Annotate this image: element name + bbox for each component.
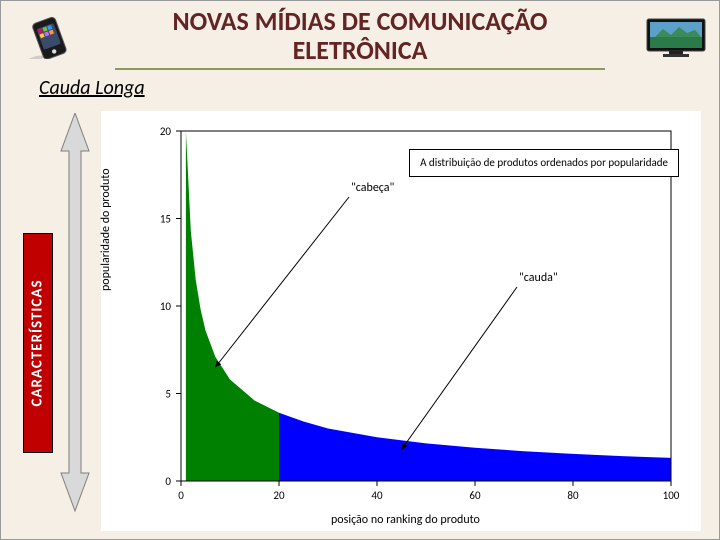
svg-text:20: 20 bbox=[160, 125, 172, 138]
phone-icon bbox=[17, 15, 83, 59]
svg-text:20: 20 bbox=[273, 489, 285, 502]
side-label-text: CARACTERÍSTICAS bbox=[29, 279, 47, 406]
chart-legend: A distribuição de produtos ordenados por… bbox=[409, 149, 679, 177]
title-line1: NOVAS MÍDIAS DE COMUNICAÇÃO bbox=[173, 5, 548, 37]
svg-text:0: 0 bbox=[165, 475, 171, 488]
svg-text:10: 10 bbox=[160, 300, 172, 313]
svg-text:15: 15 bbox=[160, 213, 171, 226]
svg-text:100: 100 bbox=[663, 489, 680, 502]
y-axis-label: popularidade do produto bbox=[99, 168, 113, 291]
slide-container: NOVAS MÍDIAS DE COMUNICAÇÃO ELETRÔNICA C… bbox=[0, 0, 720, 540]
title-underline bbox=[115, 68, 605, 70]
svg-text:5: 5 bbox=[165, 388, 171, 401]
annotation-head: "cabeça" bbox=[351, 181, 394, 195]
subtitle: Cauda Longa bbox=[39, 76, 719, 100]
legend-text: A distribuição de produtos ordenados por… bbox=[420, 156, 668, 169]
long-tail-chart: 0 20 40 60 80 100 0 5 10 15 20 A distribuição de p… bbox=[101, 111, 701, 531]
title-line2: ELETRÔNICA bbox=[293, 34, 428, 66]
x-axis-label: posição no ranking do produto bbox=[331, 513, 480, 527]
page-title: NOVAS MÍDIAS DE COMUNICAÇÃO ELETRÔNICA bbox=[1, 1, 719, 64]
svg-text:60: 60 bbox=[469, 489, 481, 502]
svg-text:0: 0 bbox=[178, 489, 184, 502]
tv-icon bbox=[643, 15, 709, 59]
svg-text:40: 40 bbox=[371, 489, 383, 502]
svg-text:80: 80 bbox=[567, 489, 579, 502]
side-label-box: CARACTERÍSTICAS bbox=[23, 233, 53, 453]
annotation-tail: "cauda" bbox=[519, 271, 558, 285]
spear-shape bbox=[55, 113, 95, 513]
